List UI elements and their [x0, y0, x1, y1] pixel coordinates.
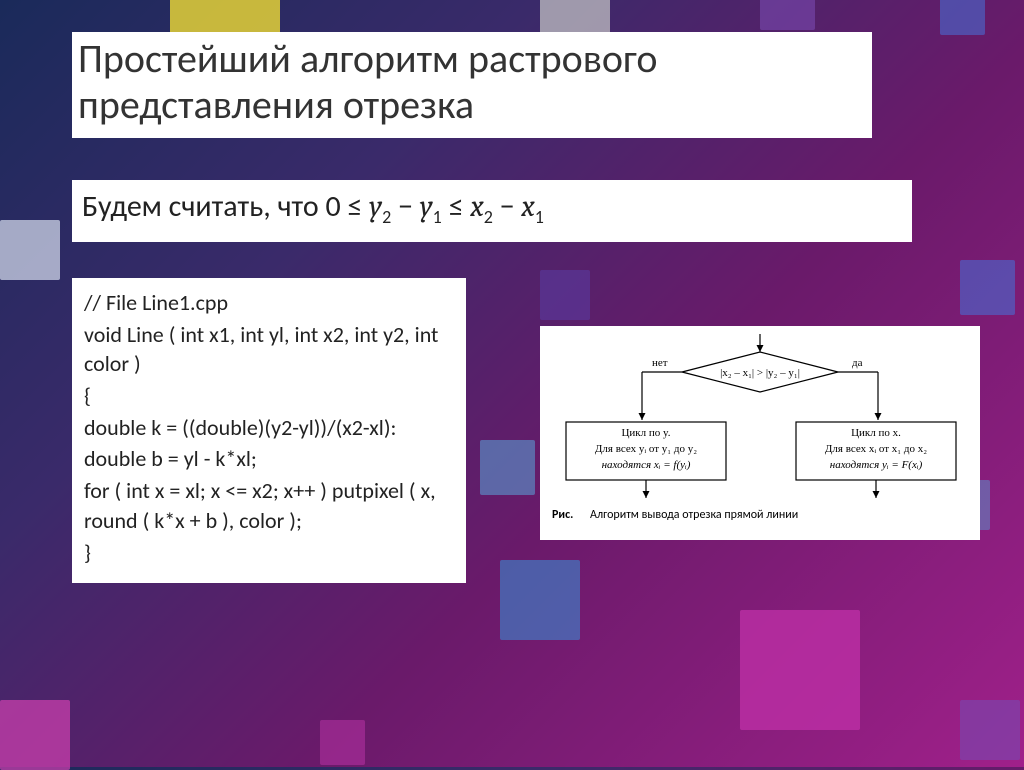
- svg-text:Для всех yᵢ от y₁ до y₂: Для всех yᵢ от y₁ до y₂: [595, 443, 697, 455]
- svg-text:нет: нет: [652, 357, 668, 369]
- code-line: {: [84, 381, 454, 411]
- svg-text:да: да: [852, 357, 863, 369]
- svg-text:находятся xᵢ = f(yᵢ): находятся xᵢ = f(yᵢ): [602, 459, 691, 471]
- formula-block: Будем считать, что 0 ≤ y2 − y1 ≤ x2 − x1: [72, 180, 912, 242]
- bg-square: [480, 440, 535, 495]
- svg-text:Цикл по y.: Цикл по y.: [621, 427, 670, 439]
- bg-square: [960, 260, 1015, 315]
- code-line: double b = yl - k*xl;: [84, 444, 454, 474]
- bg-square: [940, 0, 985, 35]
- caption-label: Рис.: [552, 508, 573, 522]
- svg-text:Для всех xᵢ от x₁ до x₂: Для всех xᵢ от x₁ до x₂: [825, 443, 927, 455]
- svg-text:|x₂ – x₁| > |y₂ – y₁|: |x₂ – x₁| > |y₂ – y₁|: [720, 367, 800, 379]
- flowchart-diagram: |x₂ – x₁| > |y₂ – y₁| нет да Цикл по y. Для …: [540, 326, 980, 540]
- formula-prefix: Будем считать, что: [82, 188, 325, 225]
- slide-title-block: Простейший алгоритм растрового представл…: [72, 32, 872, 138]
- formula-math: 0 ≤ y2 − y1 ≤ x2 − x1: [325, 188, 543, 225]
- bg-square: [320, 720, 365, 765]
- code-line: double k = ((double)(y2-yl))/(x2-xl):: [84, 413, 454, 443]
- diagram-caption: Рис. Алгоритм вывода отрезка прямой лини…: [552, 508, 968, 522]
- bg-square: [960, 700, 1020, 760]
- caption-text: Алгоритм вывода отрезка прямой линии: [590, 508, 798, 522]
- bg-square: [500, 560, 580, 640]
- code-line: }: [84, 538, 454, 568]
- code-line: void Line ( int х1, int yl, int х2, int …: [84, 320, 454, 379]
- bg-square: [0, 220, 60, 280]
- bg-square: [0, 700, 70, 770]
- svg-text:находятся yᵢ = F(xᵢ): находятся yᵢ = F(xᵢ): [830, 459, 923, 471]
- code-block: // File Line1.cppvoid Line ( int х1, int…: [72, 278, 466, 583]
- bg-square: [740, 610, 860, 730]
- svg-text:Цикл по x.: Цикл по x.: [851, 427, 901, 439]
- code-line: // File Line1.cpp: [84, 288, 454, 318]
- bg-square: [540, 270, 590, 320]
- slide-title: Простейший алгоритм растрового представл…: [78, 36, 866, 128]
- flowchart-svg: |x₂ – x₁| > |y₂ – y₁| нет да Цикл по y. Для …: [552, 334, 968, 504]
- code-line: for ( int x = xl; x <= х2; х++ ) putpixe…: [84, 476, 454, 535]
- bg-square: [760, 0, 815, 30]
